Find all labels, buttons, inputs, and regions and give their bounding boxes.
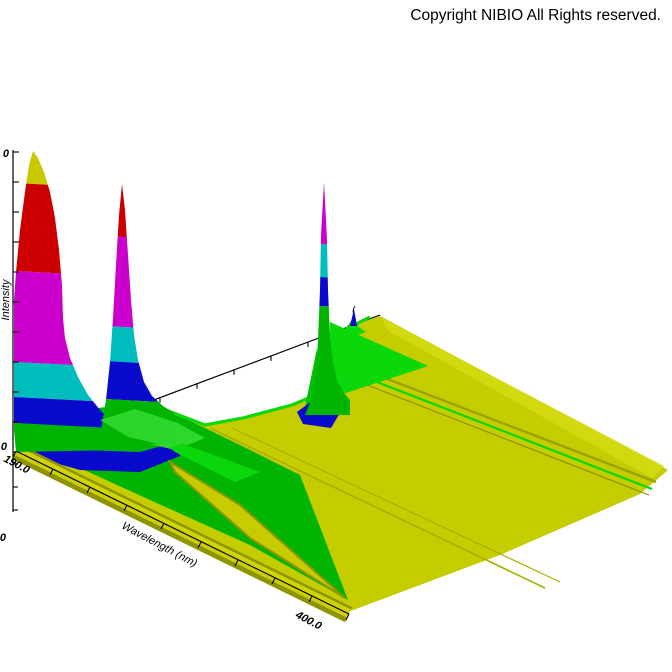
intensity-zero-tick-label: 0 <box>1 441 8 453</box>
peak2-ridge-lines <box>209 427 561 589</box>
surface-front-edge-ribbon <box>12 444 353 623</box>
peak3-foot-right-wedge <box>330 322 428 398</box>
intensity-lower-tick-label: 0 <box>0 532 7 544</box>
copyright-text: Copyright NIBIO All Rights reserved. <box>410 7 661 24</box>
wavelength-axis-line <box>15 450 350 615</box>
surface-highlight-band <box>382 318 664 478</box>
ribbon-upper-yellow <box>16 446 352 614</box>
peak1-band-green <box>14 422 122 452</box>
peak4-green-mound <box>344 320 366 336</box>
ribbon-lower-yellow <box>14 451 349 618</box>
intensity-top-tick-label: 0 <box>3 148 10 160</box>
peak4-blue-spike <box>350 309 357 326</box>
baseline-surface <box>18 316 668 612</box>
intensity-axis-title: Intensity <box>0 278 12 320</box>
ribbon-upper-olive <box>18 444 353 610</box>
intensity-axis: 0 0 0 Intensity <box>0 148 19 544</box>
peak3-ridge-lines <box>333 358 657 496</box>
peak-4-small-spike <box>344 309 366 336</box>
intensity-axis-ticks <box>13 151 19 511</box>
yellow-valley-wedge <box>167 459 346 599</box>
ribbon-lower-olive <box>12 454 348 623</box>
peak2-foot-light-green <box>100 409 200 447</box>
